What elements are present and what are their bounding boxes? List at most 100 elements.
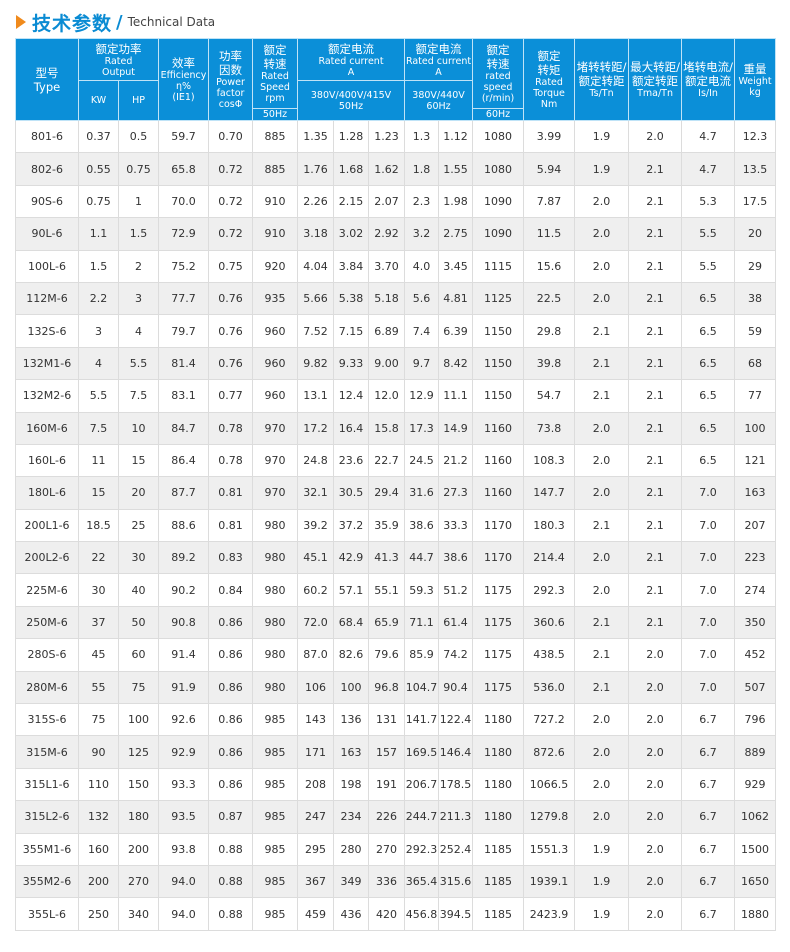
header-label: 额定转距 [632, 74, 679, 88]
cell-current-440v-60hz: 2.75 [438, 217, 474, 251]
header-label: factor [216, 88, 245, 99]
cell-is-in: 4.7 [681, 119, 736, 154]
cell-tma-tn: 2.0 [628, 735, 683, 769]
cell-current-380v: 143 [297, 703, 334, 737]
cell-is-in: 6.5 [681, 314, 736, 348]
title-en: Technical Data [127, 15, 216, 29]
cell-power-factor: 0.70 [208, 119, 253, 154]
cell-current-380v: 208 [297, 767, 334, 802]
header-label: rated [485, 71, 511, 82]
cell-weight: 121 [734, 443, 777, 478]
cell-current-400v: 1.28 [333, 119, 369, 154]
cell-speed-50hz: 985 [252, 800, 298, 834]
cell-torque: 73.8 [523, 411, 576, 445]
cell-speed-50hz: 885 [252, 152, 298, 186]
cell-power-factor: 0.72 [208, 152, 253, 186]
cell-speed-60hz: 1180 [472, 735, 525, 769]
header-label: Power [216, 77, 245, 88]
cell-current-380v-60hz: 456.8 [404, 897, 440, 931]
cell-current-380v: 9.82 [297, 346, 334, 381]
cell-current-380v-60hz: 1.8 [404, 152, 440, 186]
cell-efficiency: 83.1 [158, 379, 209, 413]
cell-hp: 15 [118, 443, 159, 478]
cell-power-factor: 0.81 [208, 508, 253, 543]
cell-ts-tn: 1.9 [574, 897, 630, 931]
col-hp: HP [118, 80, 159, 121]
cell-hp: 0.5 [118, 119, 159, 154]
cell-current-380v: 32.1 [297, 476, 334, 510]
cell-current-380v-60hz: 31.6 [404, 476, 440, 510]
cell-tma-tn: 2.0 [628, 670, 683, 705]
cell-efficiency: 84.7 [158, 411, 209, 445]
cell-power-factor: 0.72 [208, 217, 253, 251]
cell-speed-60hz: 1160 [472, 411, 525, 445]
cell-is-in: 6.5 [681, 281, 736, 316]
cell-ts-tn: 1.9 [574, 832, 630, 866]
cell-current-415v: 35.9 [367, 508, 406, 543]
cell-is-in: 4.7 [681, 152, 736, 186]
cell-efficiency: 92.9 [158, 735, 209, 769]
cell-speed-50hz: 980 [252, 573, 298, 607]
cell-efficiency: 81.4 [158, 346, 209, 381]
cell-current-400v: 234 [333, 800, 369, 834]
cell-ts-tn: 2.0 [574, 249, 630, 283]
cell-is-in: 6.7 [681, 832, 736, 866]
cell-tma-tn: 2.1 [628, 346, 683, 381]
cell-current-380v-60hz: 292.3 [404, 832, 440, 866]
table-row: 802-6 0.55 0.75 65.8 0.72 885 1.76 1.68 1.62 1.8 1… [15, 152, 777, 186]
table-row: 90S-6 0.75 1 70.0 0.72 910 2.26 2.15 2.07 2.3 1.98… [15, 184, 777, 219]
cell-current-400v: 100 [333, 670, 369, 705]
cell-current-380v: 72.0 [297, 605, 334, 640]
cell-is-in: 5.5 [681, 249, 736, 283]
cell-power-factor: 0.76 [208, 281, 253, 316]
header-label: Rated [261, 71, 289, 82]
col-rated-current-60hz: 额定电流 Rated current A [404, 38, 474, 81]
cell-ts-tn: 2.0 [574, 800, 630, 834]
cell-power-factor: 0.77 [208, 379, 253, 413]
cell-current-415v: 22.7 [367, 443, 406, 478]
cell-current-440v-60hz: 21.2 [438, 443, 474, 478]
table-row: 315L2-6 132 180 93.5 0.87 985 247 234 226 244.7 21… [15, 800, 777, 834]
cell-current-440v-60hz: 8.42 [438, 346, 474, 381]
cell-is-in: 6.7 [681, 703, 736, 737]
cell-torque: 1939.1 [523, 864, 576, 899]
cell-hp: 100 [118, 703, 159, 737]
cell-kw: 1.5 [78, 249, 119, 283]
cell-current-380v: 106 [297, 670, 334, 705]
cell-torque: 360.6 [523, 605, 576, 640]
cell-ts-tn: 2.0 [574, 443, 630, 478]
cell-is-in: 7.0 [681, 508, 736, 543]
cell-kw: 3 [78, 314, 119, 348]
cell-current-415v: 1.62 [367, 152, 406, 186]
col-power-factor: 功率 因数 Power factor cosΦ [208, 38, 253, 121]
cell-current-440v-60hz: 3.45 [438, 249, 474, 283]
cell-current-400v: 136 [333, 703, 369, 737]
cell-kw: 200 [78, 864, 119, 899]
header-label: (r/min) [481, 93, 515, 104]
cell-speed-60hz: 1175 [472, 573, 525, 607]
cell-power-factor: 0.88 [208, 897, 253, 931]
cell-current-400v: 198 [333, 767, 369, 802]
cell-tma-tn: 2.0 [628, 897, 683, 931]
cell-current-415v: 2.92 [367, 217, 406, 251]
col-speed-50hz-label: 50Hz [252, 108, 298, 121]
header-label: 额定转距 [578, 74, 625, 88]
cell-speed-50hz: 970 [252, 443, 298, 478]
cell-current-380v: 367 [297, 864, 334, 899]
cell-speed-50hz: 960 [252, 346, 298, 381]
cell-current-380v: 2.26 [297, 184, 334, 219]
cell-current-380v: 24.8 [297, 443, 334, 478]
header-label: kg [749, 86, 761, 98]
cell-kw: 132 [78, 800, 119, 834]
cell-efficiency: 94.0 [158, 897, 209, 931]
cell-current-380v: 171 [297, 735, 334, 769]
cell-current-400v: 349 [333, 864, 369, 899]
cell-speed-50hz: 985 [252, 703, 298, 737]
cell-current-380v-60hz: 2.3 [404, 184, 440, 219]
cell-current-400v: 30.5 [333, 476, 369, 510]
cell-kw: 1.1 [78, 217, 119, 251]
cell-tma-tn: 2.1 [628, 573, 683, 607]
cell-ts-tn: 2.0 [574, 703, 630, 737]
cell-speed-60hz: 1180 [472, 767, 525, 802]
cell-current-440v-60hz: 74.2 [438, 638, 474, 672]
